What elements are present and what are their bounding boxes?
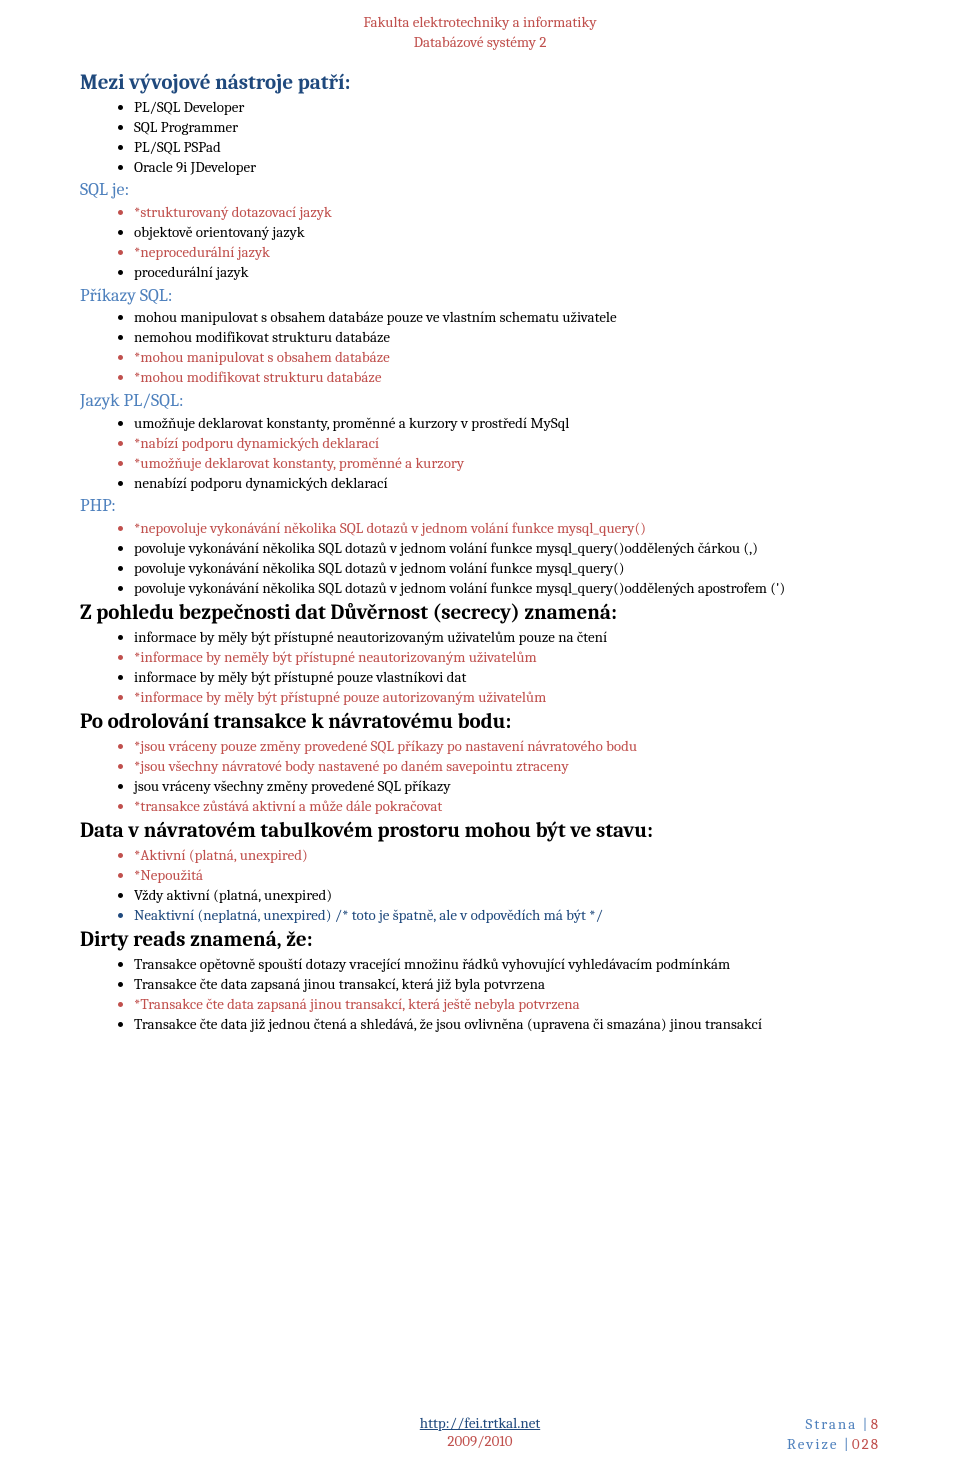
section-heading: Dirty reads znamená, že: bbox=[80, 928, 880, 953]
page: Fakulta elektrotechniky a informatiky Da… bbox=[0, 0, 960, 1095]
footer-page-num: 8 bbox=[871, 1415, 880, 1433]
section-heading: Data v návratovém tabulkovém prostoru mo… bbox=[80, 819, 880, 844]
list-item: *Transakce čte data zapsaná jinou transa… bbox=[134, 995, 880, 1015]
page-footer: http://fei.trtkal.net 2009/2010 Strana |… bbox=[80, 1414, 880, 1450]
list-item: *mohou modifikovat strukturu databáze bbox=[134, 368, 880, 388]
list-item: *strukturovaný dotazovací jazyk bbox=[134, 203, 880, 223]
list-item: povoluje vykonávání několika SQL dotazů … bbox=[134, 579, 880, 599]
list-item: Transakce opětovně spouští dotazy vracej… bbox=[134, 955, 880, 975]
footer-rev-label: Revize bbox=[787, 1435, 839, 1453]
list-item: jsou vráceny všechny změny provedené SQL… bbox=[134, 777, 880, 797]
section-heading: PHP: bbox=[80, 495, 880, 517]
section-heading: SQL je: bbox=[80, 179, 880, 201]
footer-link[interactable]: http://fei.trtkal.net bbox=[420, 1414, 540, 1432]
list-item: informace by měly být přístupné neautori… bbox=[134, 628, 880, 648]
footer-right: Strana | 8 Revize | 028 bbox=[787, 1414, 880, 1455]
list-item: SQL Programmer bbox=[134, 118, 880, 138]
list-item: objektově orientovaný jazyk bbox=[134, 223, 880, 243]
header-line1: Fakulta elektrotechniky a informatiky bbox=[80, 12, 880, 32]
list-item: povoluje vykonávání několika SQL dotazů … bbox=[134, 539, 880, 559]
list-item: *Aktivní (platná, unexpired) bbox=[134, 846, 880, 866]
section-list: informace by měly být přístupné neautori… bbox=[80, 628, 880, 708]
list-item: informace by měly být přístupné pouze vl… bbox=[134, 668, 880, 688]
section-list: *Aktivní (platná, unexpired)*NepoužitáVž… bbox=[80, 846, 880, 926]
list-item: PL/SQL Developer bbox=[134, 98, 880, 118]
list-item: *umožňuje deklarovat konstanty, proměnné… bbox=[134, 454, 880, 474]
list-item: Neaktivní (neplatná, unexpired) /* toto … bbox=[134, 906, 880, 926]
section-list: Transakce opětovně spouští dotazy vracej… bbox=[80, 955, 880, 1035]
list-item: *jsou všechny návratové body nastavené p… bbox=[134, 757, 880, 777]
section-list: *nepovoluje vykonávání několika SQL dota… bbox=[80, 519, 880, 599]
list-item: PL/SQL PSPad bbox=[134, 138, 880, 158]
footer-rev-num: 028 bbox=[852, 1435, 880, 1453]
list-item: mohou manipulovat s obsahem databáze pou… bbox=[134, 308, 880, 328]
list-item: *informace by měly být přístupné pouze a… bbox=[134, 688, 880, 708]
list-item: *Nepoužitá bbox=[134, 866, 880, 886]
list-item: Transakce čte data zapsaná jinou transak… bbox=[134, 975, 880, 995]
list-item: *mohou manipulovat s obsahem databáze bbox=[134, 348, 880, 368]
section-list: *strukturovaný dotazovací jazykobjektově… bbox=[80, 203, 880, 283]
page-header: Fakulta elektrotechniky a informatiky Da… bbox=[80, 12, 880, 53]
section-list: PL/SQL DeveloperSQL ProgrammerPL/SQL PSP… bbox=[80, 98, 880, 178]
section-heading: Příkazy SQL: bbox=[80, 285, 880, 307]
section-heading: Po odrolování transakce k návratovému bo… bbox=[80, 710, 880, 735]
list-item: *neprocedurální jazyk bbox=[134, 243, 880, 263]
section-list: mohou manipulovat s obsahem databáze pou… bbox=[80, 308, 880, 388]
list-item: povoluje vykonávání několika SQL dotazů … bbox=[134, 559, 880, 579]
list-item: Oracle 9i JDeveloper bbox=[134, 158, 880, 178]
list-item: *nabízí podporu dynamických deklarací bbox=[134, 434, 880, 454]
list-item: Vždy aktivní (platná, unexpired) bbox=[134, 886, 880, 906]
list-item: procedurální jazyk bbox=[134, 263, 880, 283]
section-heading: Mezi vývojové nástroje patří: bbox=[80, 71, 880, 96]
list-item: *transakce zůstává aktivní a může dále p… bbox=[134, 797, 880, 817]
list-item: umožňuje deklarovat konstanty, proměnné … bbox=[134, 414, 880, 434]
content: Mezi vývojové nástroje patří:PL/SQL Deve… bbox=[80, 71, 880, 1035]
list-item: *jsou vráceny pouze změny provedené SQL … bbox=[134, 737, 880, 757]
section-list: *jsou vráceny pouze změny provedené SQL … bbox=[80, 737, 880, 817]
footer-center: http://fei.trtkal.net 2009/2010 bbox=[80, 1414, 880, 1450]
footer-page-label: Strana bbox=[806, 1415, 858, 1433]
list-item: nenabízí podporu dynamických deklarací bbox=[134, 474, 880, 494]
list-item: *informace by neměly být přístupné neaut… bbox=[134, 648, 880, 668]
list-item: Transakce čte data již jednou čtená a sh… bbox=[134, 1015, 880, 1035]
list-item: *nepovoluje vykonávání několika SQL dota… bbox=[134, 519, 880, 539]
list-item: nemohou modifikovat strukturu databáze bbox=[134, 328, 880, 348]
header-line2: Databázové systémy 2 bbox=[80, 32, 880, 52]
section-heading: Jazyk PL/SQL: bbox=[80, 390, 880, 412]
section-list: umožňuje deklarovat konstanty, proměnné … bbox=[80, 414, 880, 494]
section-heading: Z pohledu bezpečnosti dat Důvěrnost (sec… bbox=[80, 601, 880, 626]
footer-year: 2009/2010 bbox=[447, 1432, 512, 1450]
